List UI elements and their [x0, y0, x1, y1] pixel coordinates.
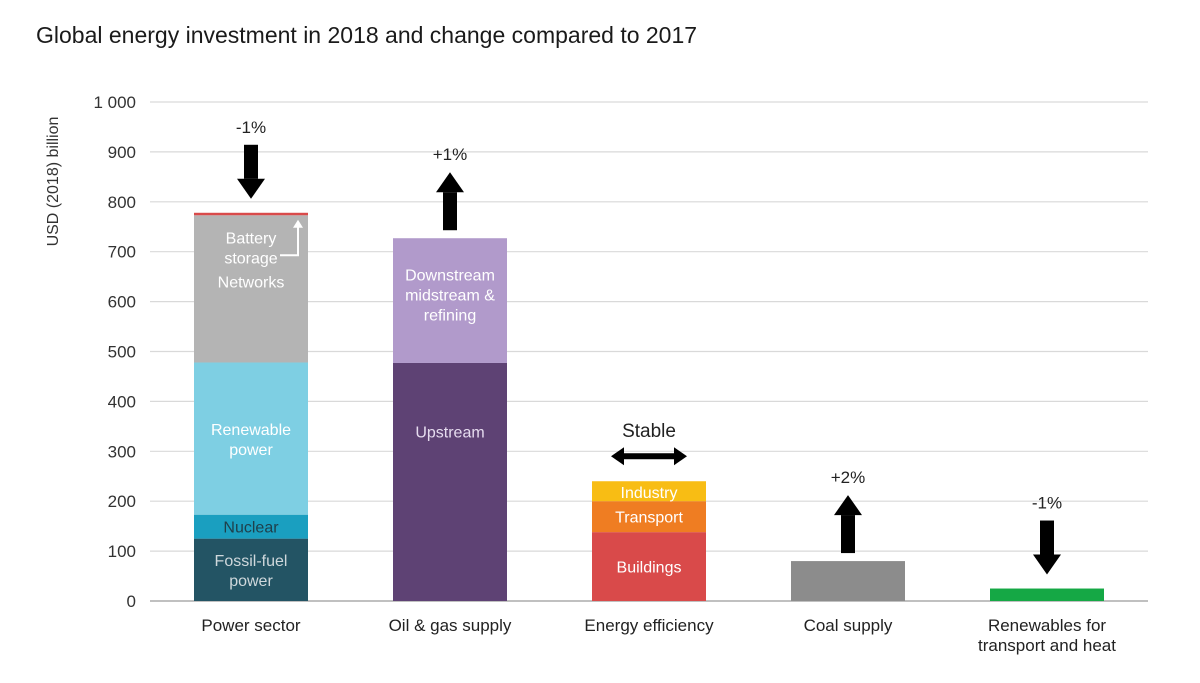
left-right-arrow-icon	[611, 447, 687, 466]
y-tick-label: 700	[108, 243, 136, 262]
bar-segment	[592, 501, 706, 533]
bar-segment	[194, 212, 308, 216]
up-arrow-icon	[436, 172, 464, 231]
segment-label: Nuclear	[223, 520, 279, 537]
down-arrow-icon	[1033, 520, 1061, 575]
x-tick-label: Power sector	[201, 616, 301, 635]
arrow-shaft	[443, 192, 457, 231]
change-label: -1%	[236, 118, 266, 137]
y-tick-label: 500	[108, 343, 136, 362]
y-tick-label: 0	[127, 592, 136, 611]
segment-label: midstream &	[405, 288, 495, 305]
segment-label: Downstream	[405, 268, 495, 285]
x-tick-label: Oil & gas supply	[389, 616, 512, 635]
change-label: -1%	[1032, 494, 1062, 513]
arrow-head	[834, 495, 862, 516]
change-label: Stable	[622, 421, 676, 442]
arrow-shaft	[244, 144, 258, 179]
bar-segment	[194, 538, 308, 601]
change-label: +1%	[433, 145, 468, 164]
x-tick-label: Coal supply	[804, 616, 893, 635]
y-axis: 0 100 200 300 400 500 600 700 800 900 1 000 USD (20…	[45, 93, 136, 611]
y-tick-label: 100	[108, 542, 136, 561]
arrow-shaft	[624, 453, 674, 460]
bar-segment	[592, 481, 706, 502]
bar-segment	[592, 532, 706, 601]
bar-4	[990, 588, 1104, 601]
segment-label: Buildings	[617, 560, 682, 577]
battery-pointer-icon	[280, 219, 303, 257]
arrow-shaft	[1040, 520, 1054, 555]
arrow-head-right	[674, 447, 687, 466]
segment-label: refining	[424, 308, 476, 325]
segment-label: Industry	[621, 485, 678, 502]
y-tick-label: 900	[108, 143, 136, 162]
bar-segment	[194, 215, 308, 363]
x-tick-label: Energy efficiency	[584, 616, 714, 635]
arrow-head	[436, 172, 464, 193]
segment-label: Networks	[218, 275, 285, 292]
y-tick-label: 400	[108, 392, 136, 411]
segment-label: power	[229, 573, 273, 590]
bar-1: Upstream Downstream midstream & refining	[393, 238, 507, 601]
y-tick-label: 1 000	[93, 93, 136, 112]
y-tick-label: 300	[108, 442, 136, 461]
y-tick-label: 200	[108, 492, 136, 511]
segment-label: Upstream	[415, 424, 484, 441]
y-tick-label: 800	[108, 193, 136, 212]
bar-segment	[393, 362, 507, 601]
x-tick-label: Renewables for	[988, 616, 1106, 635]
bar-segment	[791, 561, 905, 601]
arrow-head-left	[611, 447, 624, 466]
y-axis-label: USD (2018) billion	[45, 117, 62, 247]
segment-label: Transport	[615, 510, 683, 527]
bar-segment	[194, 362, 308, 515]
segment-label: Battery	[226, 230, 277, 247]
chart-title: Global energy investment in 2018 and cha…	[36, 22, 698, 48]
bar-2: Buildings Transport Industry	[592, 481, 706, 601]
bar-segment	[194, 514, 308, 539]
segment-label: Renewable	[211, 422, 291, 439]
x-axis: Power sector Oil & gas supply Energy effic…	[201, 616, 1116, 655]
segment-label: Fossil-fuel	[215, 553, 288, 570]
bars: Fossil-fuel power Nuclear Renewable power Net…	[194, 212, 1104, 601]
bar-0: Fossil-fuel power Nuclear Renewable power Net…	[194, 212, 308, 601]
segment-label: storage	[224, 250, 277, 267]
change-label: +2%	[831, 468, 866, 487]
arrow-shaft	[841, 515, 855, 554]
bar-segment	[393, 238, 507, 363]
change-annotations: -1% +1% Stable +2% -1%	[236, 118, 1062, 575]
y-tick-label: 600	[108, 293, 136, 312]
x-tick-label: transport and heat	[978, 636, 1116, 655]
bar-3	[791, 561, 905, 601]
arrow-head	[1033, 554, 1061, 575]
up-arrow-icon	[834, 495, 862, 554]
arrow-head	[237, 178, 265, 199]
segment-label: power	[229, 442, 273, 459]
bar-segment	[990, 588, 1104, 601]
down-arrow-icon	[237, 144, 265, 199]
